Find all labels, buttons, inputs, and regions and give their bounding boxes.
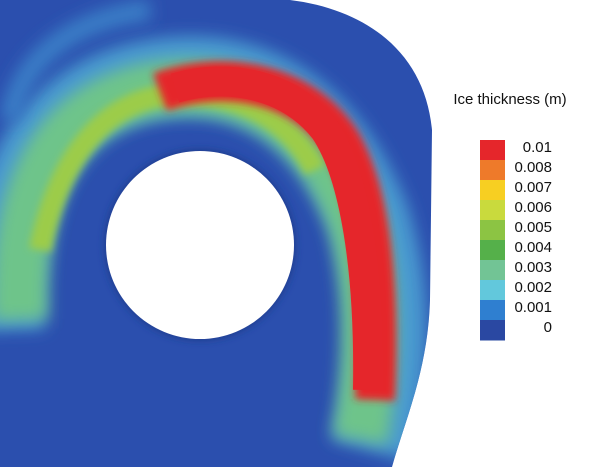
colorbar-band — [480, 240, 505, 261]
colorbar-tick-label: 0.005 — [514, 219, 552, 236]
colorbar-tick-label: 0.006 — [514, 199, 552, 216]
colorbar-tick-label: 0.008 — [514, 159, 552, 176]
colorbar-title: Ice thickness (m) — [453, 91, 566, 108]
colorbar-tick-label: 0 — [544, 319, 552, 336]
colorbar: 0.01 0.008 0.007 0.006 0.005 0.004 0.003 0.002 0… — [480, 139, 552, 341]
colorbar-band — [480, 260, 505, 281]
colorbar-tick-label: 0.007 — [514, 179, 552, 196]
colorbar-tick-label: 0.01 — [523, 139, 552, 156]
colorbar-band — [480, 280, 505, 301]
colorbar-tick-label: 0.001 — [514, 299, 552, 316]
colorbar-tick-label: 0.002 — [514, 279, 552, 296]
colorbar-band — [480, 140, 505, 161]
colorbar-band — [480, 200, 505, 221]
colorbar-tick-label: 0.004 — [514, 239, 552, 256]
colorbar-band — [480, 220, 505, 241]
colorbar-band — [480, 180, 505, 201]
colorbar-band — [480, 300, 505, 321]
colorbar-band — [480, 160, 505, 181]
colorbar-band — [480, 320, 505, 341]
colorbar-tick-label: 0.003 — [514, 259, 552, 276]
